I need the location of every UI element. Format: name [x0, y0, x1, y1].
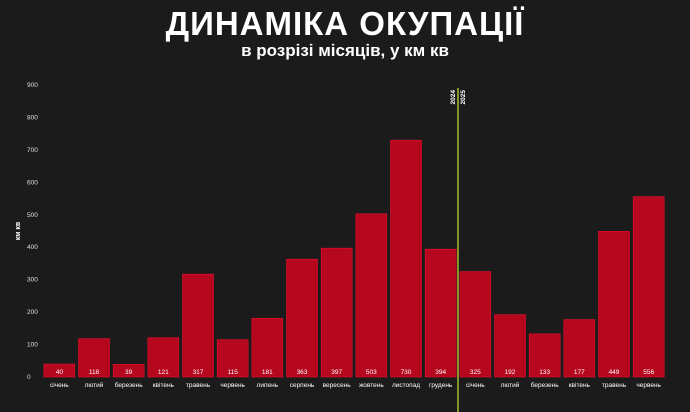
y-tick-label: 300 [27, 277, 38, 284]
y-tick-label: 400 [27, 244, 38, 251]
x-tick-label: жовтень [359, 382, 384, 389]
bar [112, 364, 145, 378]
data-label: 115 [227, 369, 238, 376]
x-tick-label: червень [220, 382, 245, 389]
data-label: 363 [297, 369, 308, 376]
chart-title: ДИНАМІКА ОКУПАЦІЇ [165, 5, 525, 42]
x-tick-label: травень [186, 382, 211, 389]
y-tick-label: 100 [27, 342, 38, 349]
bar [182, 273, 214, 378]
x-tick-label: травень [602, 382, 627, 389]
bar [251, 317, 284, 378]
x-tick-label: лютий [501, 381, 520, 389]
x-tick-label: грудень [429, 382, 453, 389]
bar [216, 339, 249, 378]
x-tick-label: серпень [290, 382, 315, 389]
bar [494, 314, 526, 378]
y-tick-label: 900 [27, 82, 38, 89]
bar [78, 338, 110, 378]
chart-subtitle: в розрізі місяців, у км кв [241, 41, 449, 60]
y-tick-label: 0 [27, 374, 31, 381]
bar [632, 196, 665, 378]
data-label: 192 [505, 369, 516, 376]
x-tick-label: липень [257, 382, 279, 389]
y-tick-label: 800 [27, 114, 38, 121]
y-tick-label: 700 [27, 147, 38, 154]
x-tick-label: січень [466, 381, 485, 389]
data-label: 40 [56, 369, 64, 376]
bar [147, 337, 180, 378]
year-label-left: 2024 [450, 90, 457, 105]
data-label: 133 [539, 369, 550, 376]
data-label: 181 [262, 369, 273, 376]
bar [286, 258, 318, 378]
bar [528, 333, 561, 378]
data-label: 394 [435, 369, 446, 376]
y-tick-label: 500 [27, 212, 38, 219]
data-label: 177 [574, 369, 585, 376]
y-tick-label: 200 [27, 309, 38, 316]
x-tick-label: червень [636, 382, 661, 389]
data-label: 556 [643, 369, 654, 376]
bar [424, 248, 457, 378]
x-tick-label: лютий [85, 381, 104, 389]
x-tick-label: квітень [153, 381, 175, 389]
x-tick-label: березень [115, 381, 143, 389]
x-tick-label: квітень [569, 381, 591, 389]
x-tick-label: листопад [392, 382, 420, 389]
bar [390, 139, 422, 378]
data-label: 118 [89, 369, 100, 376]
bar [598, 231, 630, 378]
y-axis-label: км кв [15, 221, 22, 240]
data-label: 397 [331, 369, 342, 376]
data-label: 121 [158, 369, 169, 376]
data-label: 730 [401, 369, 412, 376]
bar [355, 213, 388, 378]
data-label: 317 [193, 369, 204, 376]
data-label: 325 [470, 369, 481, 376]
x-tick-label: вересень [323, 382, 352, 389]
data-label: 449 [609, 369, 620, 376]
x-tick-label: березень [531, 381, 559, 389]
bar [563, 319, 596, 378]
bar [459, 271, 492, 378]
data-label: 39 [125, 369, 133, 376]
year-label-right: 2025 [460, 90, 467, 105]
bar [320, 247, 353, 378]
y-tick-label: 600 [27, 179, 38, 186]
data-label: 503 [366, 369, 377, 376]
bar [43, 363, 76, 378]
x-tick-label: січень [50, 381, 69, 389]
